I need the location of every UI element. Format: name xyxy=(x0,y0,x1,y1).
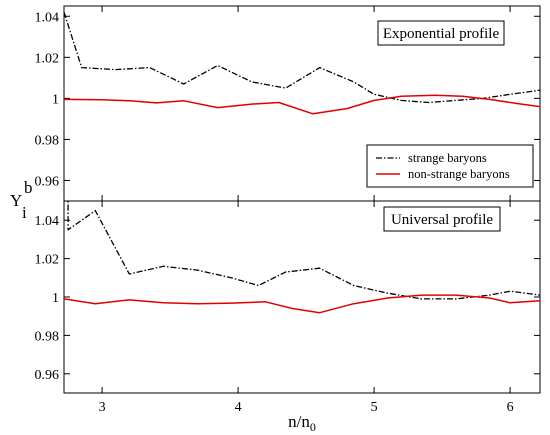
x-tick-label: 6 xyxy=(507,400,514,415)
y-tick-label-top: 0.98 xyxy=(35,133,60,148)
plot-layer: 0.96 0.98 1 1.02 1.04 0.96 0.98 1 1.02 1.04 3 4 5 6 xyxy=(35,6,540,415)
x-tick-label: 4 xyxy=(235,400,242,415)
x-tick-label: 5 xyxy=(371,400,378,415)
y-tick-label-bottom: 1 xyxy=(52,291,59,306)
series-line-nonstrange-top xyxy=(64,94,540,115)
legend-label-strange: strange baryons xyxy=(408,151,487,165)
bottom-annotation-text: Universal profile xyxy=(391,212,493,228)
y-tick-label-top: 0.96 xyxy=(35,174,60,189)
legend: strange baryons non-strange baryons xyxy=(366,144,534,188)
top-annotation-frame xyxy=(377,20,505,46)
series-line-strange-top xyxy=(64,12,540,104)
panel-top: 0.96 0.98 1 1.02 1.04 xyxy=(35,6,540,201)
y-tick-label-top: 1.02 xyxy=(35,51,60,66)
y-tick-label-top: 1.04 xyxy=(35,10,60,25)
top-annotation-text: Exponential profile xyxy=(383,26,500,42)
y-axis-label-base: Y xyxy=(10,191,22,210)
series-line-strange-bottom xyxy=(67,201,540,300)
y-axis-label: Y b i xyxy=(10,178,33,222)
y-tick-label-top: 1 xyxy=(52,92,59,107)
x-axis-label-base: n/n xyxy=(288,412,310,431)
y-axis-label-sub: i xyxy=(22,203,27,222)
x-tick-label: 3 xyxy=(99,400,106,415)
y-axis-label-sup: b xyxy=(24,178,33,197)
y-tick-label-bottom: 0.98 xyxy=(35,329,60,344)
x-axis-label-text: n/n0 xyxy=(288,412,316,434)
legend-label-nonstrange: non-strange baryons xyxy=(408,167,510,181)
y-tick-label-bottom: 1.04 xyxy=(35,214,60,229)
series-line-nonstrange-bottom xyxy=(64,294,540,314)
legend-frame xyxy=(366,144,534,188)
x-axis-label: n/n0 xyxy=(288,412,316,434)
panel-bottom: 0.96 0.98 1 1.02 1.04 3 4 5 6 xyxy=(35,201,540,415)
bottom-annotation-box: Universal profile xyxy=(383,206,501,232)
bottom-annotation-frame xyxy=(383,206,501,232)
y-tick-label-bottom: 1.02 xyxy=(35,253,60,268)
top-annotation-box: Exponential profile xyxy=(377,20,505,46)
x-axis-label-sub: 0 xyxy=(310,420,316,434)
y-tick-label-bottom: 0.96 xyxy=(35,368,60,383)
